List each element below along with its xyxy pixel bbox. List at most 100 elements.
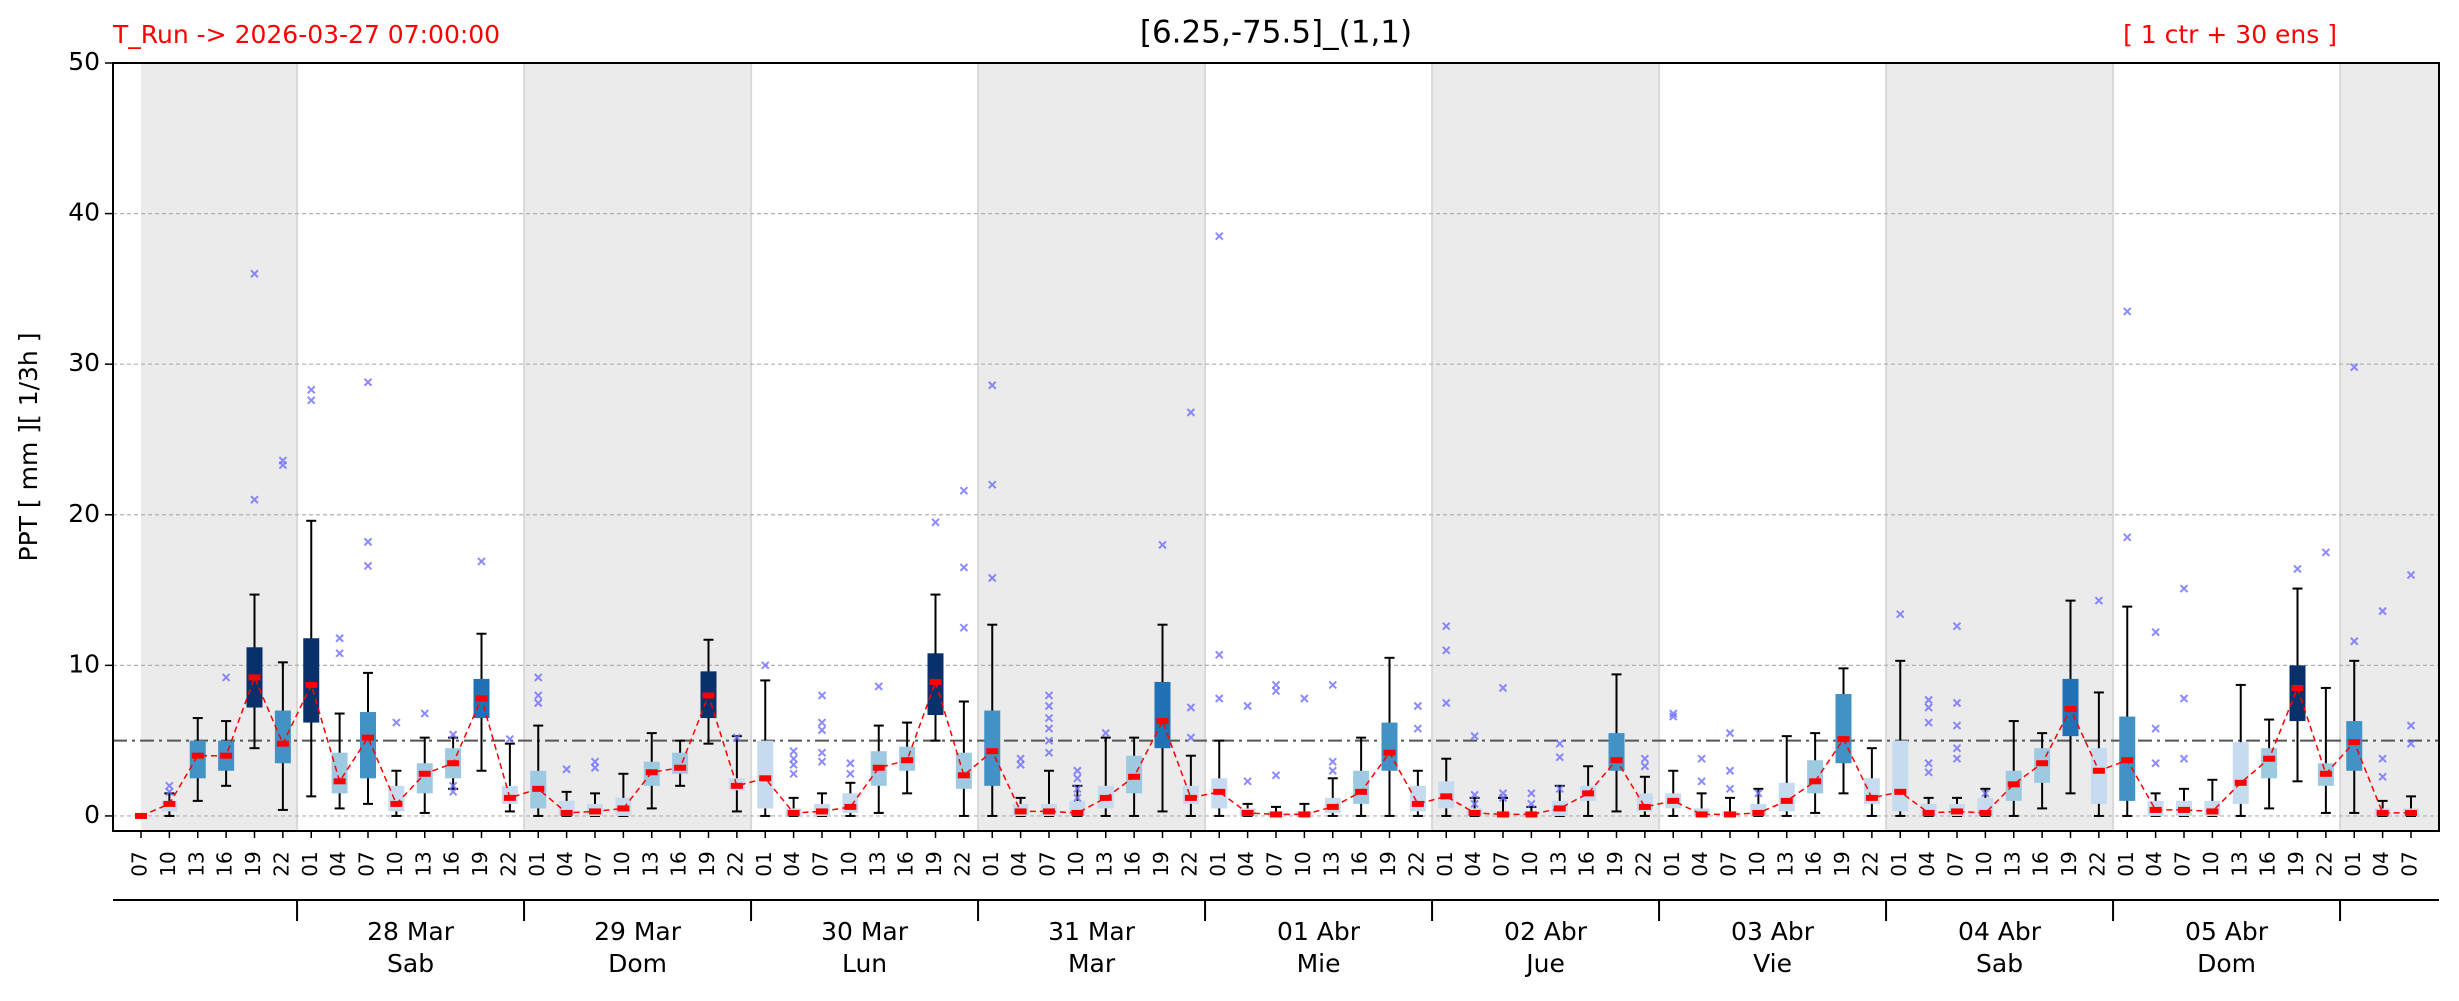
mean-marker [503, 794, 516, 801]
outlier [165, 787, 174, 797]
x-tick-label: 19 [922, 851, 946, 876]
outlier [1044, 748, 1054, 757]
outlier [2179, 694, 2189, 703]
mean-marker [1383, 749, 1396, 756]
box [1608, 733, 1625, 771]
x-tick-label: 01 [2341, 851, 2365, 876]
outlier [1215, 231, 1224, 241]
x-tick-label: 04 [553, 851, 577, 876]
mean-marker [2149, 806, 2162, 813]
mean-marker [135, 812, 147, 819]
outlier [1044, 701, 1054, 711]
outlier [817, 757, 827, 766]
x-tick-label: 19 [695, 851, 719, 876]
outlier [988, 480, 997, 489]
x-tick-label: 13 [865, 851, 889, 876]
outlier [420, 709, 429, 718]
mean-marker [2206, 808, 2219, 815]
chart-title: [6.25,-75.5]_(1,1) [1140, 15, 1412, 51]
x-tick-label: 10 [610, 851, 634, 876]
mean-marker [2319, 770, 2332, 777]
outlier [1328, 680, 1337, 690]
day-weekday: Mie [1297, 949, 1341, 978]
outlier [1073, 774, 1082, 783]
outlier [2094, 596, 2104, 605]
outlier [590, 763, 600, 772]
x-tick-label: 10 [1291, 851, 1315, 876]
box [2261, 748, 2278, 779]
outlier [2406, 721, 2416, 730]
x-tick-label: 16 [213, 851, 237, 876]
x-tick-label: 04 [1915, 851, 1939, 876]
outlier [1924, 718, 1933, 727]
x-tick-label: 19 [2057, 851, 2081, 876]
y-tick-label: 0 [84, 800, 100, 829]
x-tick-label: 07 [1263, 851, 1287, 876]
outlier [846, 769, 855, 778]
mean-marker [759, 775, 772, 782]
outlier [2350, 637, 2359, 646]
box [1778, 782, 1795, 812]
y-tick-label: 50 [68, 47, 100, 76]
outlier [1328, 766, 1337, 775]
mean-marker [418, 770, 431, 777]
outlier [817, 748, 827, 757]
box [2346, 721, 2363, 771]
x-tick-label: 22 [496, 851, 520, 876]
x-tick-label: 07 [355, 851, 379, 876]
box [2289, 665, 2306, 722]
outlier [392, 718, 401, 727]
mean-marker [305, 681, 318, 688]
outlier [1186, 408, 1196, 417]
mean-marker [1638, 803, 1651, 810]
outlier [732, 733, 742, 742]
outlier [335, 649, 344, 658]
x-tick-label: 07 [1490, 851, 1514, 876]
outlier [1952, 698, 1962, 708]
mean-marker [589, 808, 601, 815]
x-tick-label: 10 [383, 851, 407, 876]
x-tick-label: 16 [440, 851, 464, 876]
outlier [1952, 721, 1962, 730]
x-tick-label: 04 [326, 851, 350, 876]
x-tick-label: 01 [525, 851, 549, 876]
outlier [448, 787, 458, 797]
x-tick-label: 01 [1660, 851, 1684, 876]
x-tick-label: 04 [2142, 851, 2166, 876]
day-shade [524, 63, 752, 831]
outlier [1158, 540, 1167, 550]
mean-marker [2121, 757, 2134, 764]
mean-marker [872, 764, 885, 771]
outlier [1640, 754, 1650, 763]
outlier [1073, 784, 1082, 794]
x-tick-label: 10 [1518, 851, 1542, 876]
mean-marker [1128, 773, 1141, 780]
outlier [2123, 307, 2132, 316]
box [189, 740, 206, 779]
day-weekday: Lun [842, 949, 887, 978]
mean-marker [1780, 797, 1793, 804]
mean-marker [447, 760, 460, 767]
outlier [1924, 695, 1933, 705]
outlier [307, 385, 316, 394]
outlier [1442, 646, 1451, 655]
mean-marker [901, 757, 914, 764]
outlier [2321, 548, 2331, 557]
x-tick-label: 10 [1745, 851, 1769, 876]
mean-marker [532, 785, 545, 792]
outlier [846, 759, 855, 768]
mean-marker [844, 803, 857, 810]
day-date: 29 Mar [594, 917, 682, 946]
outlier [363, 561, 373, 571]
outlier [1669, 709, 1678, 718]
outlier [1044, 724, 1054, 733]
mean-marker [560, 809, 573, 816]
outlier [448, 730, 458, 739]
box [303, 638, 320, 723]
mean-marker [1553, 805, 1566, 812]
x-tick-label: 10 [1064, 851, 1088, 876]
box [2090, 748, 2107, 804]
outlier [2378, 772, 2387, 781]
outlier [2293, 564, 2302, 574]
outlier [789, 760, 798, 769]
